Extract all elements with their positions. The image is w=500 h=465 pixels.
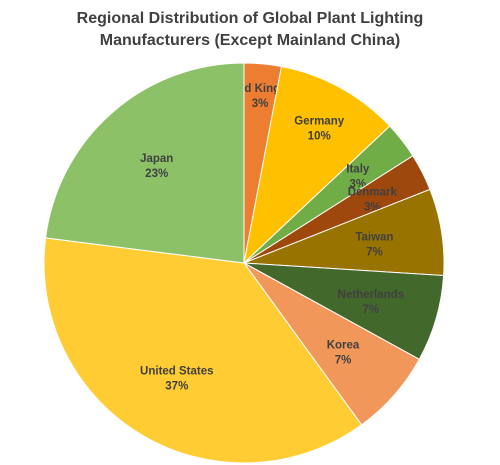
slice-label-italy: Italy [346, 164, 370, 176]
slice-value-germany: 10% [308, 130, 331, 142]
slice-label-germany: Germany [294, 115, 344, 127]
slice-label-denmark: Denmark [348, 187, 398, 199]
slice-value-united-states: 37% [165, 381, 188, 393]
slice-value-united-kingdom: 3% [252, 98, 269, 110]
slice-value-korea: 7% [335, 354, 352, 366]
slice-label-korea: Korea [327, 339, 360, 351]
slice-label-japan: Japan [140, 153, 173, 165]
slice-label-netherlands: Netherlands [338, 289, 404, 301]
chart-title-line-1: Regional Distribution of Global Plant Li… [76, 10, 424, 27]
slice-value-netherlands: 7% [362, 304, 379, 316]
pie-slice-germany [243, 65, 391, 265]
pie-slice-japan [45, 62, 245, 264]
slice-value-japan: 23% [145, 168, 168, 180]
slice-label-united-states: United States [140, 366, 214, 378]
pie-slice-united-states [43, 237, 363, 464]
slice-value-taiwan: 7% [366, 246, 383, 258]
slice-label-taiwan: Taiwan [355, 231, 393, 243]
chart-title: Regional Distribution of Global Plant Li… [0, 8, 500, 52]
chart-title-line-2: Manufacturers (Except Mainland China) [99, 32, 401, 49]
